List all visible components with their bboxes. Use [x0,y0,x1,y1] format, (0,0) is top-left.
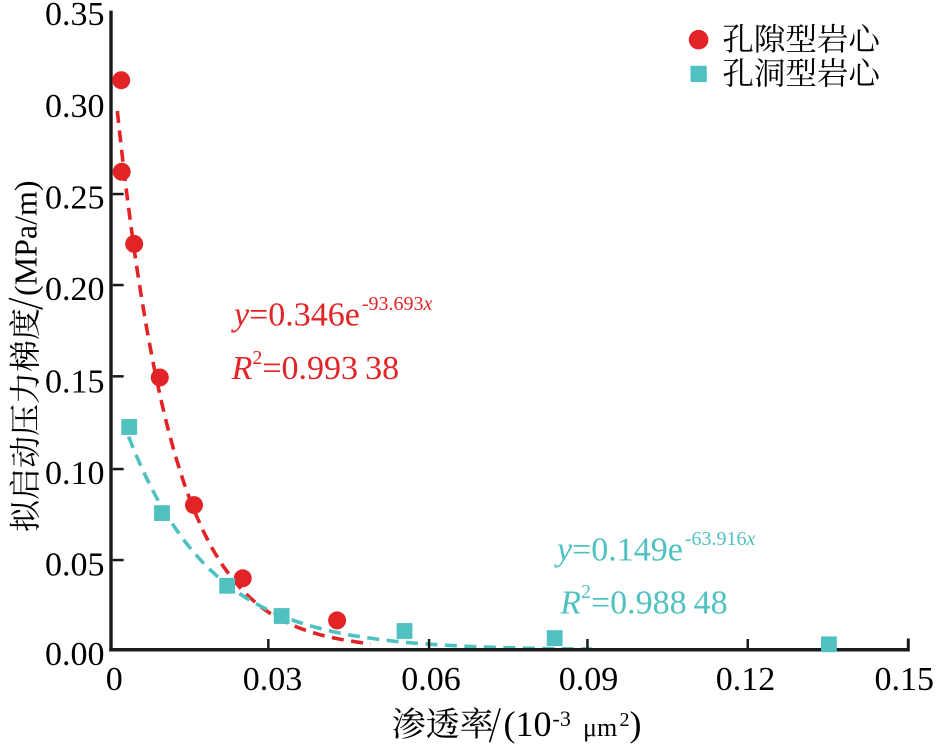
svg-text:0.15: 0.15 [874,661,934,698]
svg-text:): ) [630,704,642,744]
svg-text:0.30: 0.30 [45,88,105,125]
svg-text:0.12: 0.12 [716,661,776,698]
svg-text:0.03: 0.03 [243,661,303,698]
svg-text:0.09: 0.09 [559,661,619,698]
svg-text:(MPa/m): (MPa/m) [8,180,44,296]
svg-text:-3: -3 [553,706,571,731]
svg-text:0: 0 [106,661,123,698]
svg-text:0.05: 0.05 [45,547,105,584]
svg-text:0.15: 0.15 [45,364,105,401]
svg-text:0.06: 0.06 [401,661,461,698]
svg-text:0.35: 0.35 [45,0,105,33]
svg-text:(10: (10 [504,704,552,744]
svg-text:0.10: 0.10 [45,455,105,492]
svg-text:μm: μm [583,713,617,742]
svg-text:0.00: 0.00 [45,636,105,673]
svg-text:0.25: 0.25 [45,180,105,217]
svg-text:y=0.346e-93.693x: y=0.346e -93.693x [231,293,433,333]
svg-text:0.20: 0.20 [45,271,105,308]
svg-text:2: 2 [620,709,630,731]
